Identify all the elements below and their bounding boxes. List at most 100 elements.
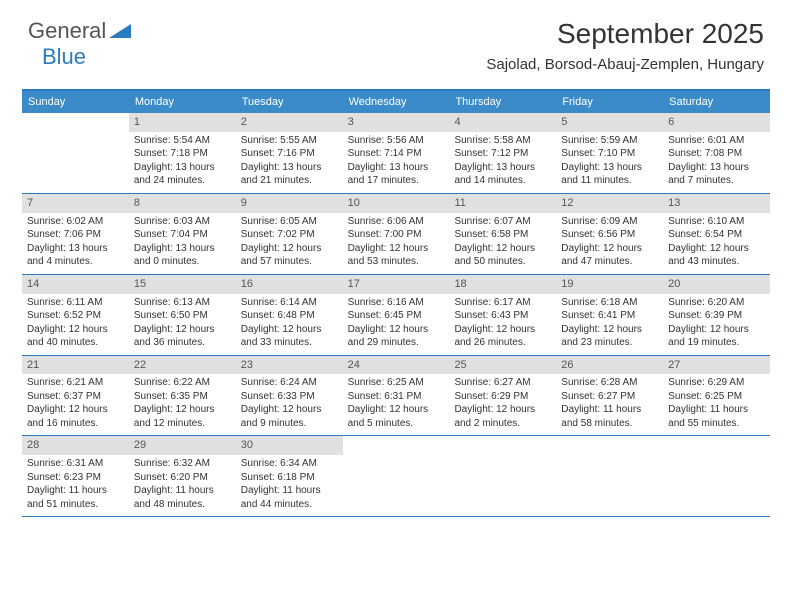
day-header: Wednesday — [343, 91, 450, 113]
day-content: Sunrise: 6:20 AMSunset: 6:39 PMDaylight:… — [663, 294, 770, 355]
week-row: 7Sunrise: 6:02 AMSunset: 7:06 PMDaylight… — [22, 194, 770, 275]
daylight-text: Daylight: 12 hours and 16 minutes. — [27, 403, 124, 430]
day-content: Sunrise: 6:06 AMSunset: 7:00 PMDaylight:… — [343, 213, 450, 274]
sunrise-text: Sunrise: 6:06 AM — [348, 215, 445, 229]
daylight-text: Daylight: 12 hours and 26 minutes. — [454, 323, 551, 350]
day-content: Sunrise: 5:56 AMSunset: 7:14 PMDaylight:… — [343, 132, 450, 193]
sunset-text: Sunset: 7:02 PM — [241, 228, 338, 242]
day-number: 10 — [343, 194, 450, 213]
day-cell: 15Sunrise: 6:13 AMSunset: 6:50 PMDayligh… — [129, 275, 236, 355]
calendar: Sunday Monday Tuesday Wednesday Thursday… — [22, 89, 770, 517]
sunset-text: Sunset: 6:35 PM — [134, 390, 231, 404]
sunset-text: Sunset: 6:54 PM — [668, 228, 765, 242]
sunrise-text: Sunrise: 5:55 AM — [241, 134, 338, 148]
day-number: 1 — [129, 113, 236, 132]
daylight-text: Daylight: 13 hours and 0 minutes. — [134, 242, 231, 269]
sunset-text: Sunset: 7:16 PM — [241, 147, 338, 161]
daylight-text: Daylight: 12 hours and 40 minutes. — [27, 323, 124, 350]
day-content: Sunrise: 5:59 AMSunset: 7:10 PMDaylight:… — [556, 132, 663, 193]
day-content: Sunrise: 6:31 AMSunset: 6:23 PMDaylight:… — [22, 455, 129, 516]
sunrise-text: Sunrise: 6:24 AM — [241, 376, 338, 390]
sunset-text: Sunset: 6:20 PM — [134, 471, 231, 485]
day-cell: 29Sunrise: 6:32 AMSunset: 6:20 PMDayligh… — [129, 436, 236, 516]
sunrise-text: Sunrise: 6:10 AM — [668, 215, 765, 229]
sunset-text: Sunset: 7:08 PM — [668, 147, 765, 161]
sunset-text: Sunset: 6:31 PM — [348, 390, 445, 404]
sunset-text: Sunset: 7:00 PM — [348, 228, 445, 242]
day-number: 19 — [556, 275, 663, 294]
sunrise-text: Sunrise: 6:02 AM — [27, 215, 124, 229]
day-number: 20 — [663, 275, 770, 294]
sunrise-text: Sunrise: 6:01 AM — [668, 134, 765, 148]
day-content: Sunrise: 6:25 AMSunset: 6:31 PMDaylight:… — [343, 374, 450, 435]
daylight-text: Daylight: 12 hours and 2 minutes. — [454, 403, 551, 430]
day-number: 15 — [129, 275, 236, 294]
sunset-text: Sunset: 6:18 PM — [241, 471, 338, 485]
day-cell: 8Sunrise: 6:03 AMSunset: 7:04 PMDaylight… — [129, 194, 236, 274]
sunset-text: Sunset: 6:50 PM — [134, 309, 231, 323]
daylight-text: Daylight: 12 hours and 43 minutes. — [668, 242, 765, 269]
sunrise-text: Sunrise: 5:54 AM — [134, 134, 231, 148]
day-number: 3 — [343, 113, 450, 132]
day-number: 6 — [663, 113, 770, 132]
daylight-text: Daylight: 12 hours and 19 minutes. — [668, 323, 765, 350]
day-cell: 16Sunrise: 6:14 AMSunset: 6:48 PMDayligh… — [236, 275, 343, 355]
sunrise-text: Sunrise: 6:27 AM — [454, 376, 551, 390]
day-number: 22 — [129, 356, 236, 375]
day-number: 2 — [236, 113, 343, 132]
title-block: September 2025 Sajolad, Borsod-Abauj-Zem… — [486, 18, 764, 73]
week-row: .1Sunrise: 5:54 AMSunset: 7:18 PMDayligh… — [22, 113, 770, 194]
day-content: Sunrise: 6:16 AMSunset: 6:45 PMDaylight:… — [343, 294, 450, 355]
day-content: Sunrise: 5:55 AMSunset: 7:16 PMDaylight:… — [236, 132, 343, 193]
logo-text-1: General — [28, 18, 106, 44]
day-content: Sunrise: 6:13 AMSunset: 6:50 PMDaylight:… — [129, 294, 236, 355]
daylight-text: Daylight: 13 hours and 21 minutes. — [241, 161, 338, 188]
daylight-text: Daylight: 12 hours and 12 minutes. — [134, 403, 231, 430]
daylight-text: Daylight: 12 hours and 53 minutes. — [348, 242, 445, 269]
day-content: Sunrise: 6:11 AMSunset: 6:52 PMDaylight:… — [22, 294, 129, 355]
sunrise-text: Sunrise: 6:25 AM — [348, 376, 445, 390]
daylight-text: Daylight: 11 hours and 44 minutes. — [241, 484, 338, 511]
sunrise-text: Sunrise: 6:20 AM — [668, 296, 765, 310]
day-header: Thursday — [449, 91, 556, 113]
day-cell: 3Sunrise: 5:56 AMSunset: 7:14 PMDaylight… — [343, 113, 450, 193]
sunset-text: Sunset: 6:43 PM — [454, 309, 551, 323]
sunset-text: Sunset: 6:23 PM — [27, 471, 124, 485]
sunrise-text: Sunrise: 6:18 AM — [561, 296, 658, 310]
day-content: Sunrise: 5:58 AMSunset: 7:12 PMDaylight:… — [449, 132, 556, 193]
sunrise-text: Sunrise: 6:31 AM — [27, 457, 124, 471]
day-cell: 19Sunrise: 6:18 AMSunset: 6:41 PMDayligh… — [556, 275, 663, 355]
sunrise-text: Sunrise: 6:17 AM — [454, 296, 551, 310]
day-content: Sunrise: 6:10 AMSunset: 6:54 PMDaylight:… — [663, 213, 770, 274]
sunset-text: Sunset: 6:45 PM — [348, 309, 445, 323]
sunset-text: Sunset: 7:14 PM — [348, 147, 445, 161]
sunset-text: Sunset: 6:48 PM — [241, 309, 338, 323]
sunrise-text: Sunrise: 5:58 AM — [454, 134, 551, 148]
day-cell: 25Sunrise: 6:27 AMSunset: 6:29 PMDayligh… — [449, 356, 556, 436]
day-header: Saturday — [663, 91, 770, 113]
day-cell: . — [22, 113, 129, 193]
day-content: Sunrise: 6:01 AMSunset: 7:08 PMDaylight:… — [663, 132, 770, 193]
day-header-row: Sunday Monday Tuesday Wednesday Thursday… — [22, 91, 770, 113]
day-cell: 9Sunrise: 6:05 AMSunset: 7:02 PMDaylight… — [236, 194, 343, 274]
sunrise-text: Sunrise: 6:03 AM — [134, 215, 231, 229]
day-cell: 13Sunrise: 6:10 AMSunset: 6:54 PMDayligh… — [663, 194, 770, 274]
sunset-text: Sunset: 6:27 PM — [561, 390, 658, 404]
sunrise-text: Sunrise: 6:29 AM — [668, 376, 765, 390]
daylight-text: Daylight: 12 hours and 50 minutes. — [454, 242, 551, 269]
sunset-text: Sunset: 6:25 PM — [668, 390, 765, 404]
day-number: 18 — [449, 275, 556, 294]
day-cell: . — [449, 436, 556, 516]
day-number: 14 — [22, 275, 129, 294]
sunrise-text: Sunrise: 6:14 AM — [241, 296, 338, 310]
day-number: 29 — [129, 436, 236, 455]
day-header: Monday — [129, 91, 236, 113]
day-content: Sunrise: 6:03 AMSunset: 7:04 PMDaylight:… — [129, 213, 236, 274]
day-cell: . — [556, 436, 663, 516]
day-cell: 12Sunrise: 6:09 AMSunset: 6:56 PMDayligh… — [556, 194, 663, 274]
day-cell: 24Sunrise: 6:25 AMSunset: 6:31 PMDayligh… — [343, 356, 450, 436]
day-content: Sunrise: 6:07 AMSunset: 6:58 PMDaylight:… — [449, 213, 556, 274]
sunset-text: Sunset: 6:29 PM — [454, 390, 551, 404]
day-number: 13 — [663, 194, 770, 213]
sunset-text: Sunset: 7:12 PM — [454, 147, 551, 161]
